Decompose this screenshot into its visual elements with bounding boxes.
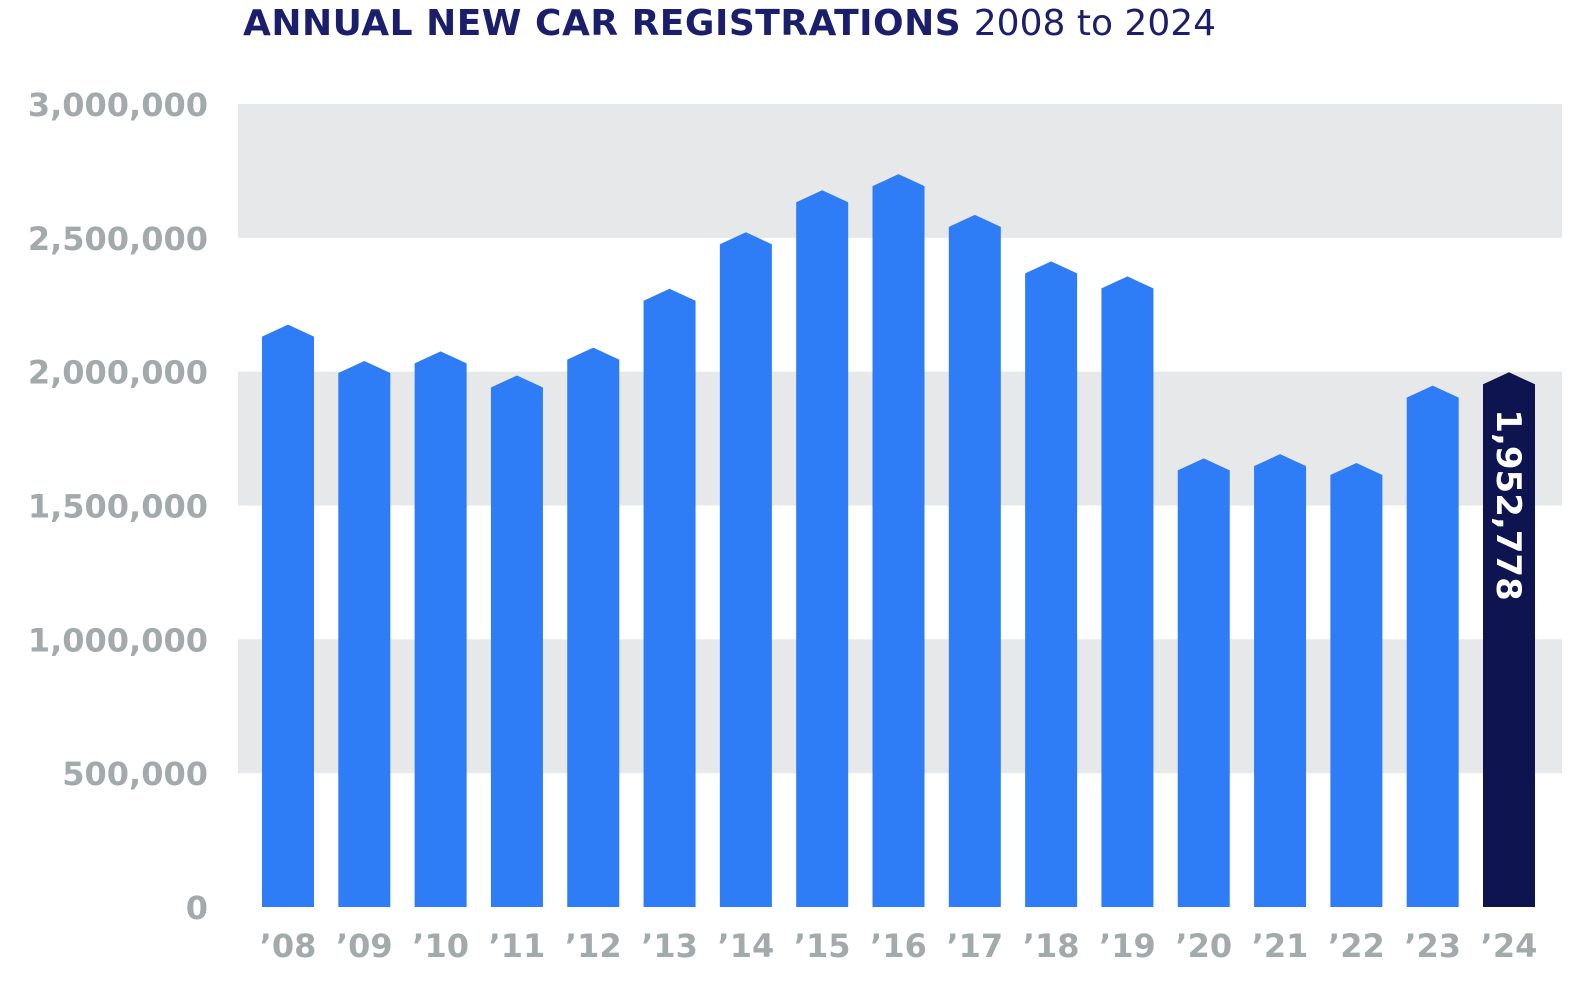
bar-11 <box>1101 276 1154 907</box>
x-tick-label: ’09 <box>336 927 393 965</box>
bar-5 <box>643 288 696 907</box>
x-tick-label: ’10 <box>412 927 469 965</box>
x-tick-label: ’24 <box>1481 927 1538 965</box>
bar-1 <box>338 361 391 907</box>
x-tick-label: ’08 <box>260 927 317 965</box>
bars <box>262 174 1535 908</box>
x-tick-label: ’15 <box>794 927 851 965</box>
y-tick-label: 2,500,000 <box>28 220 208 258</box>
y-tick-label: 2,000,000 <box>28 354 208 392</box>
bar-4 <box>567 347 620 907</box>
bar-15 <box>1406 385 1459 907</box>
chart-title-main: ANNUAL NEW CAR REGISTRATIONS <box>243 3 962 44</box>
x-tick-label: ’11 <box>489 927 546 965</box>
bar-14 <box>1330 462 1383 907</box>
x-tick-label: ’23 <box>1404 927 1461 965</box>
bar-13 <box>1254 454 1307 907</box>
x-tick-label: ’13 <box>641 927 698 965</box>
x-tick-label: ’22 <box>1328 927 1385 965</box>
y-tick-label: 1,500,000 <box>28 488 208 526</box>
x-tick-label: ’12 <box>565 927 622 965</box>
y-tick-label: 500,000 <box>62 755 208 793</box>
bar-0 <box>262 324 314 908</box>
data-label: 1,952,778 <box>1488 409 1528 600</box>
bar-8 <box>872 174 925 908</box>
y-tick-label: 1,000,000 <box>28 621 208 659</box>
data-labels: 1,952,778 <box>1488 409 1528 600</box>
y-tick-label: 3,000,000 <box>28 86 208 124</box>
bar-2 <box>414 351 467 907</box>
bar-16 <box>1483 372 1535 908</box>
bar-6 <box>719 232 772 908</box>
chart-title-sub: 2008 to 2024 <box>973 3 1217 44</box>
x-tick-label: ’19 <box>1099 927 1156 965</box>
bar-12 <box>1177 458 1230 907</box>
bar-3 <box>490 375 543 908</box>
x-tick-label: ’17 <box>946 927 1003 965</box>
bar-10 <box>1025 261 1078 908</box>
bar-7 <box>796 190 849 908</box>
y-tick-label: 0 <box>186 889 208 927</box>
y-axis-ticks: 0 500,000 1,000,000 1,500,000 2,000,000 2,500… <box>28 86 208 927</box>
x-tick-label: ’18 <box>1023 927 1080 965</box>
x-axis-ticks: ’08 ’09 ’10 ’11 ’12 ’13 ’14 ’15 ’16 ’17 ’18 ’19 ’20 ’… <box>260 927 1538 965</box>
x-tick-label: ’14 <box>718 927 775 965</box>
bar-9 <box>948 214 1001 907</box>
x-tick-label: ’20 <box>1175 927 1232 965</box>
chart-title: ANNUAL NEW CAR REGISTRATIONS 2008 to 202… <box>243 0 1216 48</box>
x-tick-label: ’16 <box>870 927 927 965</box>
x-tick-label: ’21 <box>1252 927 1309 965</box>
